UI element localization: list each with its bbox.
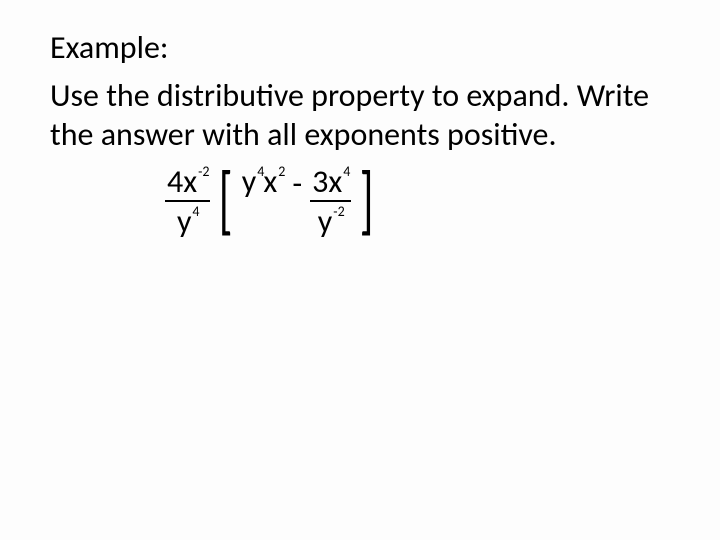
inner-t1-a-exp: 4: [257, 163, 264, 180]
inner-term1: y4x2: [242, 166, 285, 198]
inner-t1-b-exp: 2: [278, 163, 285, 180]
outer-den: y4: [177, 206, 199, 238]
inner-t2-den-base: y: [318, 202, 332, 241]
slide: Example: Use the distributive property t…: [0, 0, 720, 540]
left-bracket-glyph: [: [219, 162, 233, 238]
outer-num-coeff: 4x-2: [167, 166, 208, 198]
instruction-text: Use the distributive property to expand.…: [50, 76, 660, 154]
example-heading: Example:: [50, 28, 720, 68]
right-bracket-glyph: ]: [360, 162, 374, 238]
inner-t2-num: 3x4: [312, 166, 349, 198]
right-bracket: ]: [355, 166, 378, 250]
outer-den-base: y: [177, 202, 191, 241]
outer-num-base: 4x: [167, 162, 197, 201]
outer-num-exp: -2: [198, 163, 209, 180]
formula: 4x-2 y4 [ y4x2: [165, 166, 720, 250]
inner-term2-fraction: 3x4 y-2: [310, 166, 351, 238]
inner-t2-den-exp: -2: [333, 203, 344, 220]
inner-t2-num-base: 3x: [312, 162, 342, 201]
inner-t2-den: y-2: [318, 206, 344, 238]
inner-t2-num-exp: 4: [343, 163, 350, 180]
minus-op: -: [288, 168, 306, 200]
left-bracket: [: [214, 166, 237, 250]
outer-fraction: 4x-2 y4: [165, 166, 210, 238]
inner-expression: y4x2 - 3x4 y-2: [242, 166, 352, 238]
inner-term1-col: y4x2: [242, 166, 285, 236]
outer-den-exp: 4: [192, 203, 199, 220]
inner-t1-a-base: y: [242, 162, 256, 201]
inner-t1-b-base: x: [263, 162, 277, 201]
